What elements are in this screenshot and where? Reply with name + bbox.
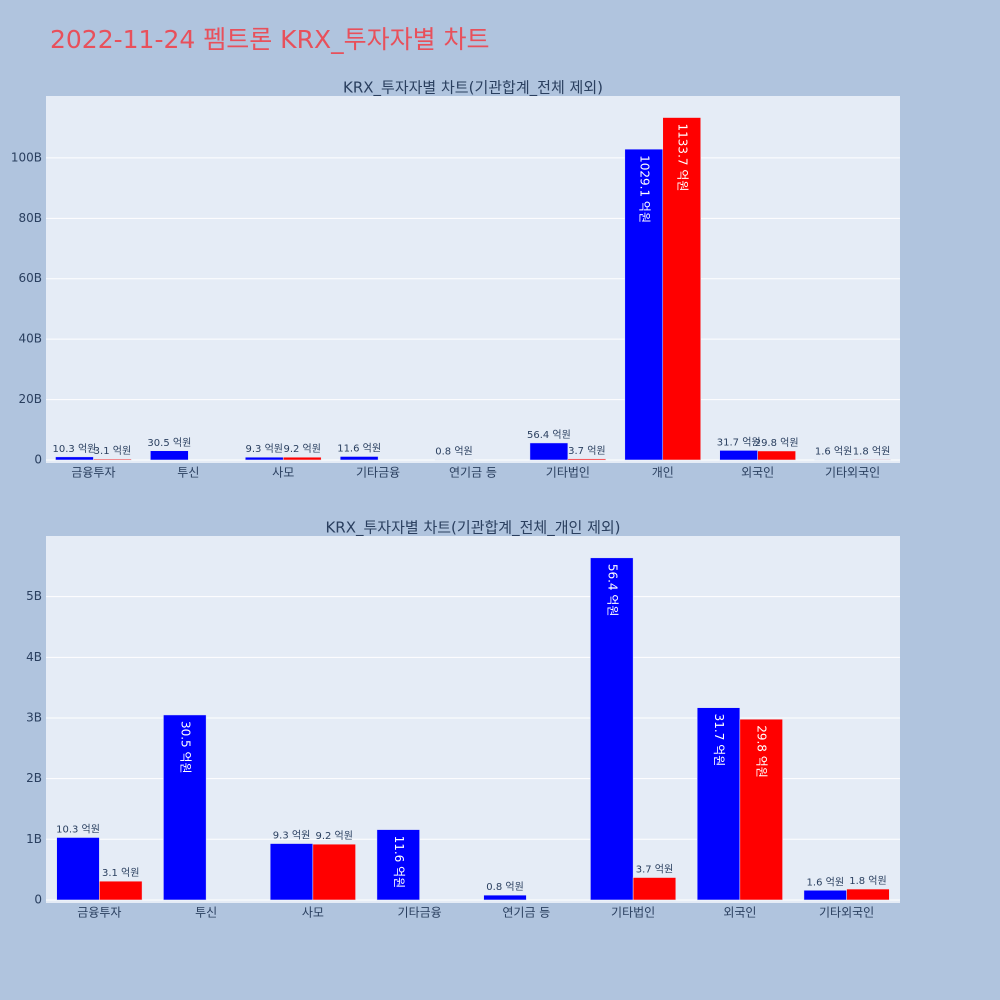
bar bbox=[163, 714, 207, 901]
y-tick-label: 3B bbox=[26, 710, 42, 724]
value-label: 1133.7 억원 bbox=[675, 124, 689, 192]
value-label: 1.8 억원 bbox=[849, 875, 886, 887]
value-label: 11.6 억원 bbox=[337, 442, 381, 454]
y-tick-label: 0 bbox=[34, 892, 42, 906]
value-label: 56.4 억원 bbox=[527, 429, 571, 441]
x-tick-label: 기타외국인 bbox=[825, 466, 880, 480]
bar bbox=[376, 829, 420, 901]
x-tick-label: 기타외국인 bbox=[819, 906, 874, 920]
x-tick-label: 금융투자 bbox=[77, 906, 121, 920]
y-tick-label: 60B bbox=[18, 271, 42, 285]
bar bbox=[719, 450, 758, 461]
bar bbox=[590, 557, 634, 901]
value-label: 9.3 억원 bbox=[246, 443, 283, 455]
bar bbox=[803, 890, 847, 901]
page-title: 2022-11-24 펨트론 KRX_투자자별 차트 bbox=[50, 25, 490, 54]
y-tick-label: 20B bbox=[18, 392, 42, 406]
value-label: 3.1 억원 bbox=[94, 445, 131, 457]
y-tick-label: 100B bbox=[11, 150, 42, 164]
x-tick-label: 연기금 등 bbox=[449, 466, 497, 480]
value-label: 3.1 억원 bbox=[102, 867, 139, 879]
bar bbox=[662, 117, 701, 461]
bar bbox=[846, 888, 890, 901]
bar bbox=[483, 894, 527, 901]
chart-title: KRX_투자자별 차트(기관합계_전체 제외) bbox=[343, 79, 603, 98]
x-tick-label: 외국인 bbox=[723, 906, 756, 920]
bar bbox=[339, 456, 379, 461]
x-tick-label: 기타법인 bbox=[611, 906, 655, 920]
bar bbox=[99, 880, 143, 901]
x-tick-label: 기타금융 bbox=[356, 466, 400, 480]
bar bbox=[269, 843, 314, 901]
bar bbox=[56, 837, 100, 901]
y-tick-label: 5B bbox=[26, 589, 42, 603]
value-label: 29.8 억원 bbox=[755, 437, 799, 449]
bar bbox=[245, 456, 284, 461]
bar bbox=[632, 877, 677, 901]
plot-area bbox=[46, 96, 900, 463]
x-tick-label: 사모 bbox=[302, 906, 324, 920]
bar bbox=[150, 450, 189, 461]
x-tick-label: 투신 bbox=[195, 906, 217, 920]
y-tick-label: 1B bbox=[26, 832, 42, 846]
value-label: 3.7 억원 bbox=[568, 445, 605, 457]
value-label: 1.6 억원 bbox=[815, 445, 852, 457]
value-label: 31.7 억원 bbox=[712, 714, 726, 767]
bar bbox=[55, 456, 94, 461]
bar bbox=[567, 458, 607, 461]
y-tick-label: 0 bbox=[34, 452, 42, 466]
value-label: 30.5 억원 bbox=[147, 437, 191, 449]
value-label: 29.8 억원 bbox=[755, 725, 769, 778]
bar bbox=[312, 843, 356, 901]
value-label: 10.3 억원 bbox=[56, 823, 100, 835]
bar bbox=[739, 718, 783, 901]
x-tick-label: 기타법인 bbox=[546, 466, 590, 480]
y-tick-label: 40B bbox=[18, 332, 42, 346]
bar bbox=[757, 450, 796, 461]
value-label: 0.8 억원 bbox=[435, 446, 472, 458]
value-label: 1029.1 억원 bbox=[637, 155, 651, 223]
value-label: 10.3 억원 bbox=[53, 443, 97, 455]
x-tick-label: 개인 bbox=[652, 466, 674, 480]
value-label: 0.8 억원 bbox=[486, 881, 523, 893]
x-tick-label: 금융투자 bbox=[71, 466, 115, 480]
y-tick-label: 80B bbox=[18, 211, 42, 225]
value-label: 56.4 억원 bbox=[605, 564, 619, 617]
x-tick-label: 연기금 등 bbox=[502, 906, 550, 920]
x-tick-label: 투신 bbox=[177, 466, 199, 480]
bar bbox=[529, 442, 569, 461]
value-label: 9.2 억원 bbox=[315, 830, 352, 842]
bar bbox=[93, 458, 132, 461]
x-tick-label: 기타금융 bbox=[398, 906, 442, 920]
value-label: 1.8 억원 bbox=[853, 445, 890, 457]
y-tick-label: 2B bbox=[26, 771, 42, 785]
bar bbox=[282, 456, 322, 461]
value-label: 31.7 억원 bbox=[717, 436, 761, 448]
value-label: 11.6 억원 bbox=[392, 836, 406, 889]
value-label: 9.2 억원 bbox=[283, 443, 320, 455]
x-tick-label: 외국인 bbox=[741, 466, 774, 480]
x-tick-label: 사모 bbox=[272, 466, 294, 480]
y-tick-label: 4B bbox=[26, 650, 42, 664]
value-label: 9.3 억원 bbox=[273, 830, 310, 842]
chart-title: KRX_투자자별 차트(기관합계_전체_개인 제외) bbox=[325, 519, 620, 538]
bar bbox=[852, 459, 891, 461]
value-label: 3.7 억원 bbox=[636, 864, 673, 876]
value-label: 1.6 억원 bbox=[807, 876, 844, 888]
value-label: 30.5 억원 bbox=[178, 721, 192, 774]
